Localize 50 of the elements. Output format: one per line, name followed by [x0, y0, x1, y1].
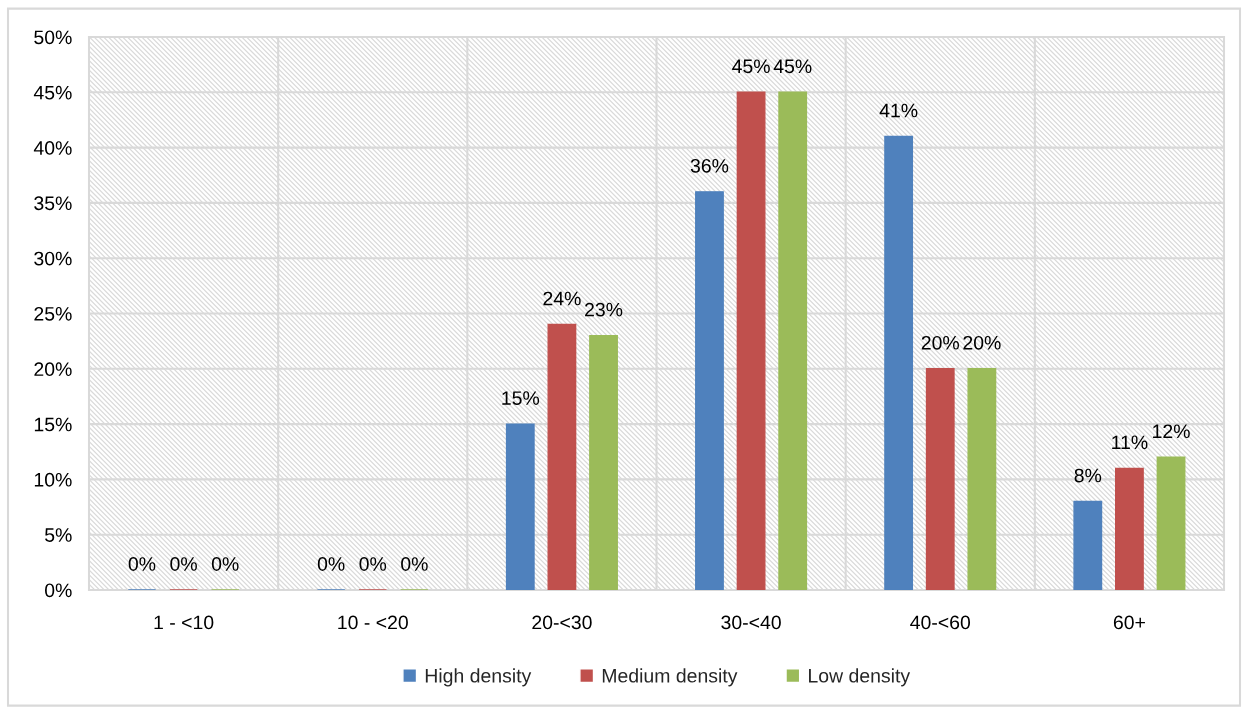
- data-label: 20%: [963, 335, 1001, 350]
- data-label: 0%: [359, 557, 387, 571]
- data-label: 41%: [879, 103, 918, 118]
- data-label: 20%: [921, 335, 960, 350]
- data-label: 0%: [317, 557, 345, 571]
- legend-label: Medium density: [602, 668, 738, 687]
- data-label: 45%: [732, 59, 770, 74]
- data-label: 12%: [1153, 424, 1190, 439]
- x-tick-label: 60+: [1113, 615, 1145, 630]
- y-tick-label: 40%: [33, 141, 72, 155]
- data-label: 11%: [1112, 435, 1148, 450]
- data-label: 8%: [1074, 468, 1102, 483]
- data-label: 0%: [128, 557, 156, 571]
- data-label: 0%: [211, 557, 239, 571]
- y-tick-label: 0%: [44, 583, 72, 598]
- data-label: 45%: [773, 59, 812, 74]
- bar: [736, 91, 766, 590]
- y-tick-label: 10%: [34, 472, 72, 487]
- x-tick-label: 20-<30: [532, 615, 592, 630]
- bar: [884, 135, 914, 590]
- bar: [1156, 456, 1186, 590]
- y-tick-label: 50%: [34, 30, 72, 45]
- legend-label: Low density: [809, 668, 911, 687]
- y-tick-label: 20%: [34, 362, 72, 377]
- data-label: 36%: [690, 158, 729, 173]
- legend-label: High density: [425, 668, 532, 687]
- y-tick-label: 30%: [34, 251, 72, 266]
- bar: [505, 423, 535, 590]
- bar: [695, 191, 724, 590]
- bar: [925, 368, 955, 590]
- y-tick-label: 15%: [34, 417, 72, 432]
- bar: [547, 323, 577, 590]
- data-label: 0%: [170, 557, 197, 571]
- bar: [589, 334, 618, 590]
- y-tick-label: 5%: [45, 528, 72, 542]
- x-tick-label: 30-<40: [721, 615, 781, 630]
- x-tick-label: 1 - <10: [154, 615, 214, 630]
- x-tick-label: 10 - <20: [338, 615, 408, 630]
- y-tick-label: 25%: [34, 306, 72, 321]
- bar: [967, 368, 997, 590]
- data-label: 15%: [502, 391, 540, 405]
- y-tick-label: 35%: [34, 196, 72, 211]
- data-label: 23%: [585, 302, 623, 317]
- data-label: 0%: [401, 557, 428, 571]
- data-label: 24%: [543, 291, 581, 306]
- bar: [1115, 467, 1144, 590]
- x-tick-label: 40-<60: [910, 615, 971, 630]
- bar: [1073, 500, 1103, 590]
- bar: [778, 91, 808, 590]
- y-tick-label: 45%: [33, 85, 72, 100]
